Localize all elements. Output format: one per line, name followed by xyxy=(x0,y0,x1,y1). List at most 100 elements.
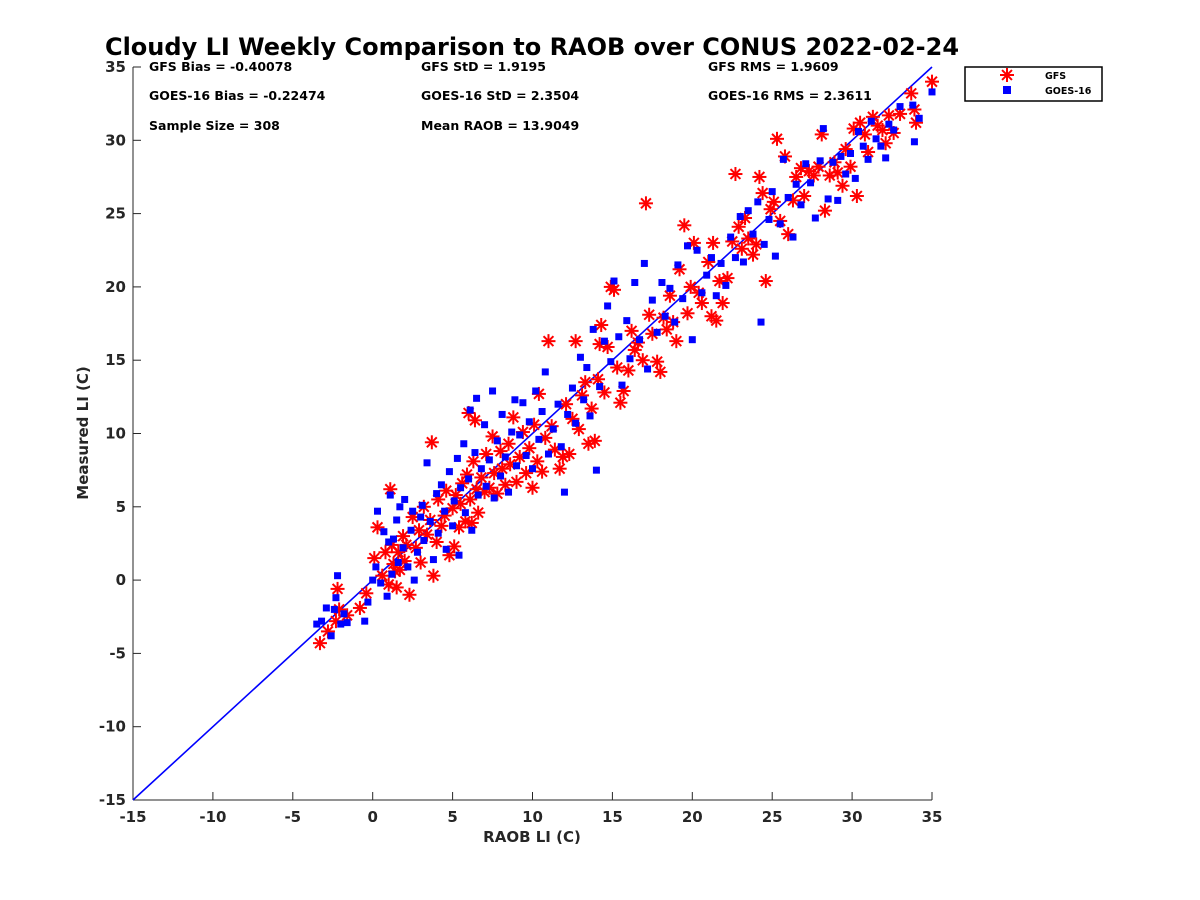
goes16-point xyxy=(586,412,594,420)
x-tick-label: -10 xyxy=(199,808,226,826)
x-tick-label: 20 xyxy=(682,808,703,826)
goes16-point xyxy=(498,410,506,418)
goes16-point xyxy=(538,408,546,416)
goes16-point xyxy=(380,528,388,536)
goes16-point xyxy=(473,394,481,402)
goes16-point xyxy=(525,418,533,426)
goes16-point xyxy=(560,488,568,496)
goes16-point xyxy=(842,170,850,178)
gfs-point xyxy=(578,375,593,390)
gfs-point xyxy=(506,410,521,425)
goes16-point xyxy=(410,576,418,584)
stat-goes-std: GOES-16 StD = 2.3504 xyxy=(421,88,579,103)
goes16-point xyxy=(776,220,784,228)
gfs-point xyxy=(312,636,327,651)
gfs-point xyxy=(587,433,602,448)
y-tick-label: 25 xyxy=(105,205,126,223)
goes16-point xyxy=(610,277,618,285)
goes16-point xyxy=(334,572,342,580)
goes16-point xyxy=(707,254,715,262)
gfs-point xyxy=(755,186,770,201)
goes16-point xyxy=(703,271,711,279)
gfs-point xyxy=(758,274,773,289)
gfs-point xyxy=(474,470,489,485)
gfs-point xyxy=(734,241,749,256)
gfs-point xyxy=(541,334,556,349)
x-tick-label: -5 xyxy=(284,808,301,826)
goes16-point xyxy=(501,453,509,461)
goes16-point xyxy=(596,383,604,391)
gfs-point xyxy=(650,354,665,369)
goes16-point xyxy=(626,355,634,363)
gfs-point xyxy=(861,145,876,160)
gfs-point xyxy=(498,477,513,492)
goes16-point xyxy=(489,387,497,395)
gfs-point xyxy=(849,189,864,204)
goes16-point xyxy=(557,443,565,451)
goes16-point xyxy=(658,279,666,287)
goes16-point xyxy=(851,174,859,182)
goes16-point xyxy=(771,252,779,260)
gfs-point xyxy=(402,587,417,602)
goes16-point xyxy=(580,396,588,404)
goes16-point xyxy=(485,456,493,464)
gfs-point xyxy=(467,413,482,428)
goes16-point xyxy=(736,213,744,221)
gfs-point xyxy=(746,247,761,262)
goes16-point xyxy=(648,296,656,304)
goes16-point xyxy=(837,152,845,160)
goes16-point xyxy=(896,103,904,111)
gfs-point xyxy=(752,169,767,184)
goes16-point xyxy=(461,509,469,517)
goes16-point xyxy=(453,454,461,462)
gfs-point xyxy=(624,323,639,338)
goes16-point xyxy=(623,317,631,325)
legend-gfs-label: GFS xyxy=(1045,71,1066,82)
goes16-point xyxy=(474,491,482,499)
goes16-point xyxy=(744,207,752,215)
goes16-point xyxy=(389,535,397,543)
one-to-one-reference-line xyxy=(132,66,933,801)
goes16-point xyxy=(928,88,936,96)
goes16-point xyxy=(834,196,842,204)
goes16-point xyxy=(394,559,402,567)
x-tick-label: -15 xyxy=(119,808,146,826)
gfs-point xyxy=(413,555,428,570)
gfs-point xyxy=(352,600,367,615)
x-tick-label: 10 xyxy=(522,808,543,826)
goes16-point xyxy=(792,180,800,188)
y-tick-label: 0 xyxy=(116,571,126,589)
gfs-point xyxy=(613,395,628,410)
gfs-point xyxy=(669,334,684,349)
goes16-point xyxy=(407,526,415,534)
y-axis-label: Measured LI (C) xyxy=(74,366,92,499)
goes16-point xyxy=(433,490,441,498)
goes16-point xyxy=(615,333,623,341)
goes16-point xyxy=(327,632,335,640)
goes16-point xyxy=(693,246,701,254)
goes16-point xyxy=(636,336,644,344)
goes16-point xyxy=(684,242,692,250)
goes16-point xyxy=(529,465,536,473)
goes16-point xyxy=(460,440,468,448)
goes16-point xyxy=(466,406,474,414)
chart-title: Cloudy LI Weekly Comparison to RAOB over… xyxy=(105,33,959,61)
goes16-point xyxy=(522,451,530,459)
goes16-point xyxy=(768,188,776,196)
goes16-point xyxy=(322,604,330,612)
goes16-point xyxy=(816,157,824,165)
gfs-point xyxy=(653,364,668,379)
gfs-point xyxy=(330,581,345,596)
gfs-point xyxy=(925,74,939,89)
stat-mean-raob: Mean RAOB = 13.9049 xyxy=(421,118,579,133)
gfs-point xyxy=(728,167,743,182)
goes16-point xyxy=(872,135,880,143)
goes16-point xyxy=(749,230,757,238)
goes16-point xyxy=(541,368,549,376)
goes16-point xyxy=(399,544,407,552)
goes16-point xyxy=(653,328,661,336)
goes16-point xyxy=(468,526,476,534)
goes16-point xyxy=(859,142,867,150)
